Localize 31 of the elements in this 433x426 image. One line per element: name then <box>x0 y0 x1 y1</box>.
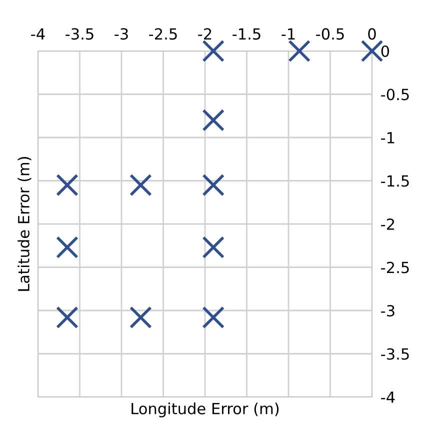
x-axis-title: Longitude Error (m) <box>132 402 279 418</box>
x-tick-label: -1.5 <box>232 28 260 40</box>
point <box>56 174 78 196</box>
point <box>202 174 225 196</box>
y-tick-label: 0 <box>381 45 390 58</box>
y-tick-label: -4 <box>381 392 395 403</box>
y-tick-label: -3 <box>381 304 394 317</box>
point <box>202 236 225 259</box>
x-tick-label: -2 <box>198 28 212 40</box>
x-tick-label: -0.5 <box>316 28 344 40</box>
y-tick-label: -2 <box>381 218 394 230</box>
point <box>129 306 152 329</box>
point <box>202 108 225 132</box>
x-tick-label: -3 <box>114 28 128 40</box>
point <box>202 40 225 62</box>
point <box>288 40 311 62</box>
point <box>129 174 152 196</box>
x-tick-label: -2.5 <box>149 28 177 40</box>
x-tick-label: -3.5 <box>66 28 94 40</box>
x-tick-label: 0 <box>368 28 376 40</box>
point <box>56 306 78 329</box>
y-tick-label: -1 <box>381 132 394 144</box>
x-tick-label: -1 <box>282 28 295 40</box>
y-tick-label: -3.5 <box>381 348 409 360</box>
x-tick-label: -4 <box>31 28 45 40</box>
y-tick-label: -1.5 <box>381 175 409 187</box>
point <box>202 306 225 329</box>
point <box>56 236 78 259</box>
y-tick-label: -0.5 <box>381 88 409 100</box>
y-axis-title: Latitude Error (m) <box>18 157 32 291</box>
y-tick-label: -2.5 <box>381 262 409 274</box>
